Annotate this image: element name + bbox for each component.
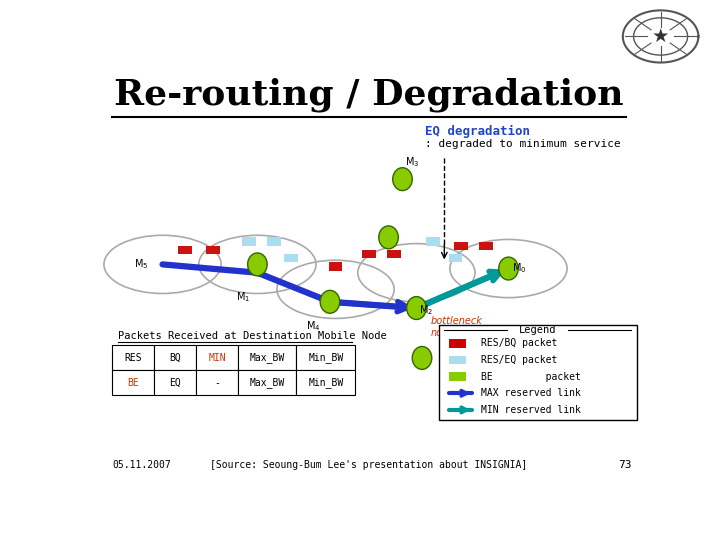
Bar: [480, 241, 493, 250]
Text: EQ degradation: EQ degradation: [425, 125, 530, 138]
Text: 73: 73: [618, 460, 631, 470]
Text: Re-routing / Degradation: Re-routing / Degradation: [114, 77, 624, 112]
Text: MAX reserved link: MAX reserved link: [481, 388, 580, 399]
Ellipse shape: [499, 257, 518, 280]
Ellipse shape: [392, 168, 413, 191]
Text: M$_3$: M$_3$: [405, 156, 420, 170]
Bar: [267, 238, 281, 246]
Bar: [449, 339, 466, 348]
Text: M$_4$: M$_4$: [306, 319, 320, 333]
Text: bottleneck
node: bottleneck node: [431, 316, 482, 338]
Bar: [154, 370, 196, 395]
Bar: [196, 370, 238, 395]
Text: Max_BW: Max_BW: [250, 377, 285, 388]
Bar: [154, 346, 196, 370]
Ellipse shape: [248, 253, 267, 276]
Bar: [238, 370, 297, 395]
Text: EQ: EQ: [169, 378, 181, 388]
Bar: [454, 241, 468, 250]
Text: -: -: [214, 378, 220, 388]
Bar: [196, 346, 238, 370]
Bar: [242, 238, 256, 246]
Ellipse shape: [320, 291, 340, 313]
Bar: [449, 254, 462, 262]
Text: M$_5$: M$_5$: [134, 258, 148, 271]
Text: MIN: MIN: [208, 353, 226, 363]
Bar: [112, 370, 154, 395]
Text: Min_BW: Min_BW: [308, 377, 343, 388]
Text: RES/BQ packet: RES/BQ packet: [481, 339, 557, 348]
Bar: [297, 370, 355, 395]
Bar: [362, 250, 376, 258]
Bar: [438, 325, 637, 420]
Text: Min_BW: Min_BW: [308, 353, 343, 363]
Text: Max_BW: Max_BW: [250, 353, 285, 363]
Bar: [449, 356, 466, 364]
Text: RES: RES: [125, 353, 142, 363]
Text: Legend: Legend: [519, 325, 557, 335]
Text: MIN reserved link: MIN reserved link: [481, 405, 580, 415]
Ellipse shape: [407, 296, 426, 320]
Text: M$_0$: M$_0$: [513, 262, 527, 275]
Text: M$_1$: M$_1$: [236, 290, 251, 303]
Bar: [206, 246, 220, 254]
Bar: [238, 346, 297, 370]
Text: BE: BE: [127, 378, 139, 388]
Text: Packets Received at Destination Mobile Node: Packets Received at Destination Mobile N…: [118, 332, 387, 341]
Text: ★: ★: [652, 27, 670, 46]
Ellipse shape: [379, 226, 398, 249]
Bar: [449, 373, 466, 381]
Bar: [387, 250, 401, 258]
Text: 05.11.2007: 05.11.2007: [112, 460, 171, 470]
Bar: [297, 346, 355, 370]
Text: BQ: BQ: [169, 353, 181, 363]
Text: : degraded to minimum service: : degraded to minimum service: [425, 139, 621, 149]
Bar: [426, 238, 440, 246]
Text: M$_2$: M$_2$: [420, 303, 433, 317]
Bar: [328, 262, 343, 271]
Text: RES/EQ packet: RES/EQ packet: [481, 355, 557, 365]
Text: [Source: Seoung-Bum Lee's presentation about INSIGNIA]: [Source: Seoung-Bum Lee's presentation a…: [210, 460, 528, 470]
Bar: [284, 254, 298, 262]
Ellipse shape: [413, 347, 432, 369]
Text: BE         packet: BE packet: [481, 372, 580, 382]
Bar: [178, 246, 192, 254]
Bar: [112, 346, 154, 370]
